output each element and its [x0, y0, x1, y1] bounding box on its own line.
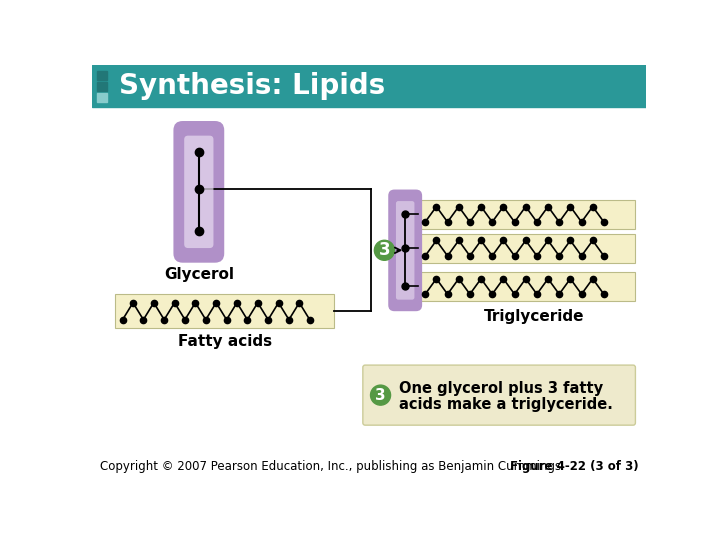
Bar	[92, 65, 647, 107]
Text: 3: 3	[379, 241, 390, 259]
Circle shape	[374, 240, 395, 260]
FancyBboxPatch shape	[388, 190, 422, 311]
FancyBboxPatch shape	[396, 201, 415, 300]
Bar	[97, 82, 107, 91]
Bar	[418, 200, 636, 229]
Bar	[418, 272, 636, 301]
Text: Glycerol: Glycerol	[164, 267, 234, 282]
Text: Triglyceride: Triglyceride	[484, 309, 585, 324]
Text: One glycerol plus 3 fatty: One glycerol plus 3 fatty	[399, 381, 603, 396]
Text: 3: 3	[375, 388, 386, 403]
FancyBboxPatch shape	[363, 365, 636, 425]
Circle shape	[371, 385, 390, 405]
Text: Figure 4-22 (3 of 3): Figure 4-22 (3 of 3)	[510, 460, 639, 473]
Bar	[115, 294, 334, 328]
FancyBboxPatch shape	[184, 136, 213, 248]
Text: acids make a triglyceride.: acids make a triglyceride.	[399, 397, 613, 412]
Bar	[97, 92, 107, 102]
Text: Copyright © 2007 Pearson Education, Inc., publishing as Benjamin Cummings: Copyright © 2007 Pearson Education, Inc.…	[99, 460, 561, 473]
Bar	[97, 71, 107, 80]
Text: Fatty acids: Fatty acids	[178, 334, 271, 349]
Text: Synthesis: Lipids: Synthesis: Lipids	[119, 72, 385, 100]
Bar	[418, 234, 636, 263]
FancyBboxPatch shape	[174, 121, 224, 262]
